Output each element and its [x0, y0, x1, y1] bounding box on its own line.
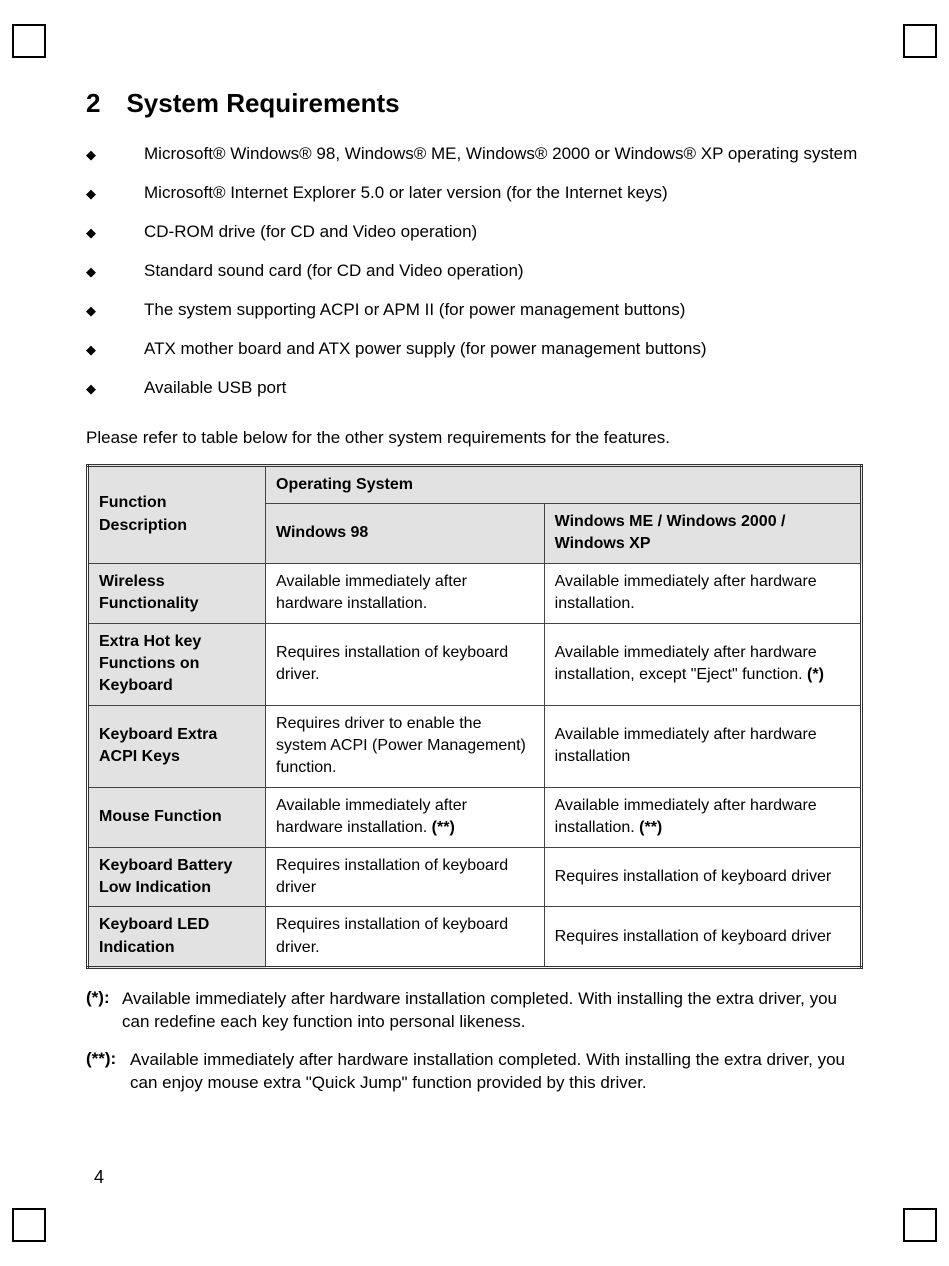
section-title-text: System Requirements — [126, 88, 399, 118]
footnote-text: Available immediately after hardware ins… — [86, 988, 863, 1034]
footnote-text: Available immediately after hardware ins… — [86, 1049, 863, 1095]
list-item: ◆The system supporting ACPI or APM II (f… — [86, 299, 863, 322]
cell: Available immediately after hardware ins… — [266, 787, 545, 847]
requirement-text: ATX mother board and ATX power supply (f… — [144, 338, 863, 361]
requirements-list: ◆Microsoft® Windows® 98, Windows® ME, Wi… — [86, 143, 863, 400]
features-table: Function Description Operating System Wi… — [86, 464, 863, 970]
diamond-bullet-icon: ◆ — [86, 182, 144, 203]
section-heading: 2 System Requirements — [86, 88, 863, 119]
page-content: 2System Requirements ◆Microsoft® Windows… — [86, 88, 863, 1206]
cell: Requires driver to enable the system ACP… — [266, 705, 545, 787]
table-row: Keyboard Extra ACPI Keys Requires driver… — [88, 705, 862, 787]
crop-mark-top-left — [12, 24, 46, 58]
column-header-os-group: Operating System — [266, 465, 862, 503]
table-intro-text: Please refer to table below for the othe… — [86, 428, 863, 448]
footnote: (**): Available immediately after hardwa… — [86, 1048, 863, 1095]
table-row: Keyboard Battery Low Indication Requires… — [88, 847, 862, 907]
table-header-row: Function Description Operating System — [88, 465, 862, 503]
page-number: 4 — [94, 1167, 104, 1188]
cell: Available immediately after hardware ins… — [544, 563, 861, 623]
diamond-bullet-icon: ◆ — [86, 260, 144, 281]
crop-mark-bottom-right — [903, 1208, 937, 1242]
column-header-function: Function Description — [88, 465, 266, 563]
requirement-text: Microsoft® Internet Explorer 5.0 or late… — [144, 182, 863, 205]
table-row: Keyboard LED Indication Requires install… — [88, 907, 862, 968]
note-marker: (*) — [807, 666, 824, 683]
cell: Requires installation of keyboard driver… — [266, 623, 545, 705]
cell: Requires installation of keyboard driver — [544, 847, 861, 907]
section-number: 2 — [86, 88, 100, 119]
requirement-text: Available USB port — [144, 377, 863, 400]
document-page: 2System Requirements ◆Microsoft® Windows… — [0, 0, 949, 1266]
list-item: ◆Standard sound card (for CD and Video o… — [86, 260, 863, 283]
footnote-label: (**): — [86, 1049, 116, 1068]
row-header: Keyboard LED Indication — [88, 907, 266, 968]
footnotes: (*): Available immediately after hardwar… — [86, 987, 863, 1095]
column-header-win98: Windows 98 — [266, 503, 545, 563]
cell: Available immediately after hardware ins… — [544, 705, 861, 787]
footnote: (*): Available immediately after hardwar… — [86, 987, 863, 1034]
row-header: Keyboard Battery Low Indication — [88, 847, 266, 907]
row-header: Mouse Function — [88, 787, 266, 847]
row-header: Keyboard Extra ACPI Keys — [88, 705, 266, 787]
requirement-text: Microsoft® Windows® 98, Windows® ME, Win… — [144, 143, 863, 166]
list-item: ◆Available USB port — [86, 377, 863, 400]
list-item: ◆Microsoft® Windows® 98, Windows® ME, Wi… — [86, 143, 863, 166]
note-marker: (**) — [432, 819, 455, 836]
cell: Requires installation of keyboard driver… — [266, 907, 545, 968]
row-header: Extra Hot key Functions on Keyboard — [88, 623, 266, 705]
cell: Available immediately after hardware ins… — [544, 623, 861, 705]
table-row: Extra Hot key Functions on Keyboard Requ… — [88, 623, 862, 705]
list-item: ◆ATX mother board and ATX power supply (… — [86, 338, 863, 361]
crop-mark-top-right — [903, 24, 937, 58]
cell-text: Available immediately after hardware ins… — [555, 797, 817, 836]
cell: Requires installation of keyboard driver — [266, 847, 545, 907]
diamond-bullet-icon: ◆ — [86, 377, 144, 398]
note-marker: (**) — [639, 819, 662, 836]
cell: Available immediately after hardware ins… — [544, 787, 861, 847]
row-header: Wireless Functionality — [88, 563, 266, 623]
cell: Available immediately after hardware ins… — [266, 563, 545, 623]
cell: Requires installation of keyboard driver — [544, 907, 861, 968]
footnote-label: (*): — [86, 988, 110, 1007]
diamond-bullet-icon: ◆ — [86, 338, 144, 359]
requirement-text: CD-ROM drive (for CD and Video operation… — [144, 221, 863, 244]
requirement-text: Standard sound card (for CD and Video op… — [144, 260, 863, 283]
crop-mark-bottom-left — [12, 1208, 46, 1242]
diamond-bullet-icon: ◆ — [86, 221, 144, 242]
diamond-bullet-icon: ◆ — [86, 143, 144, 164]
list-item: ◆CD-ROM drive (for CD and Video operatio… — [86, 221, 863, 244]
table-row: Wireless Functionality Available immedia… — [88, 563, 862, 623]
diamond-bullet-icon: ◆ — [86, 299, 144, 320]
table-row: Mouse Function Available immediately aft… — [88, 787, 862, 847]
column-header-winme-2000-xp: Windows ME / Windows 2000 / Windows XP — [544, 503, 861, 563]
list-item: ◆Microsoft® Internet Explorer 5.0 or lat… — [86, 182, 863, 205]
cell-text: Available immediately after hardware ins… — [555, 644, 817, 683]
requirement-text: The system supporting ACPI or APM II (fo… — [144, 299, 863, 322]
